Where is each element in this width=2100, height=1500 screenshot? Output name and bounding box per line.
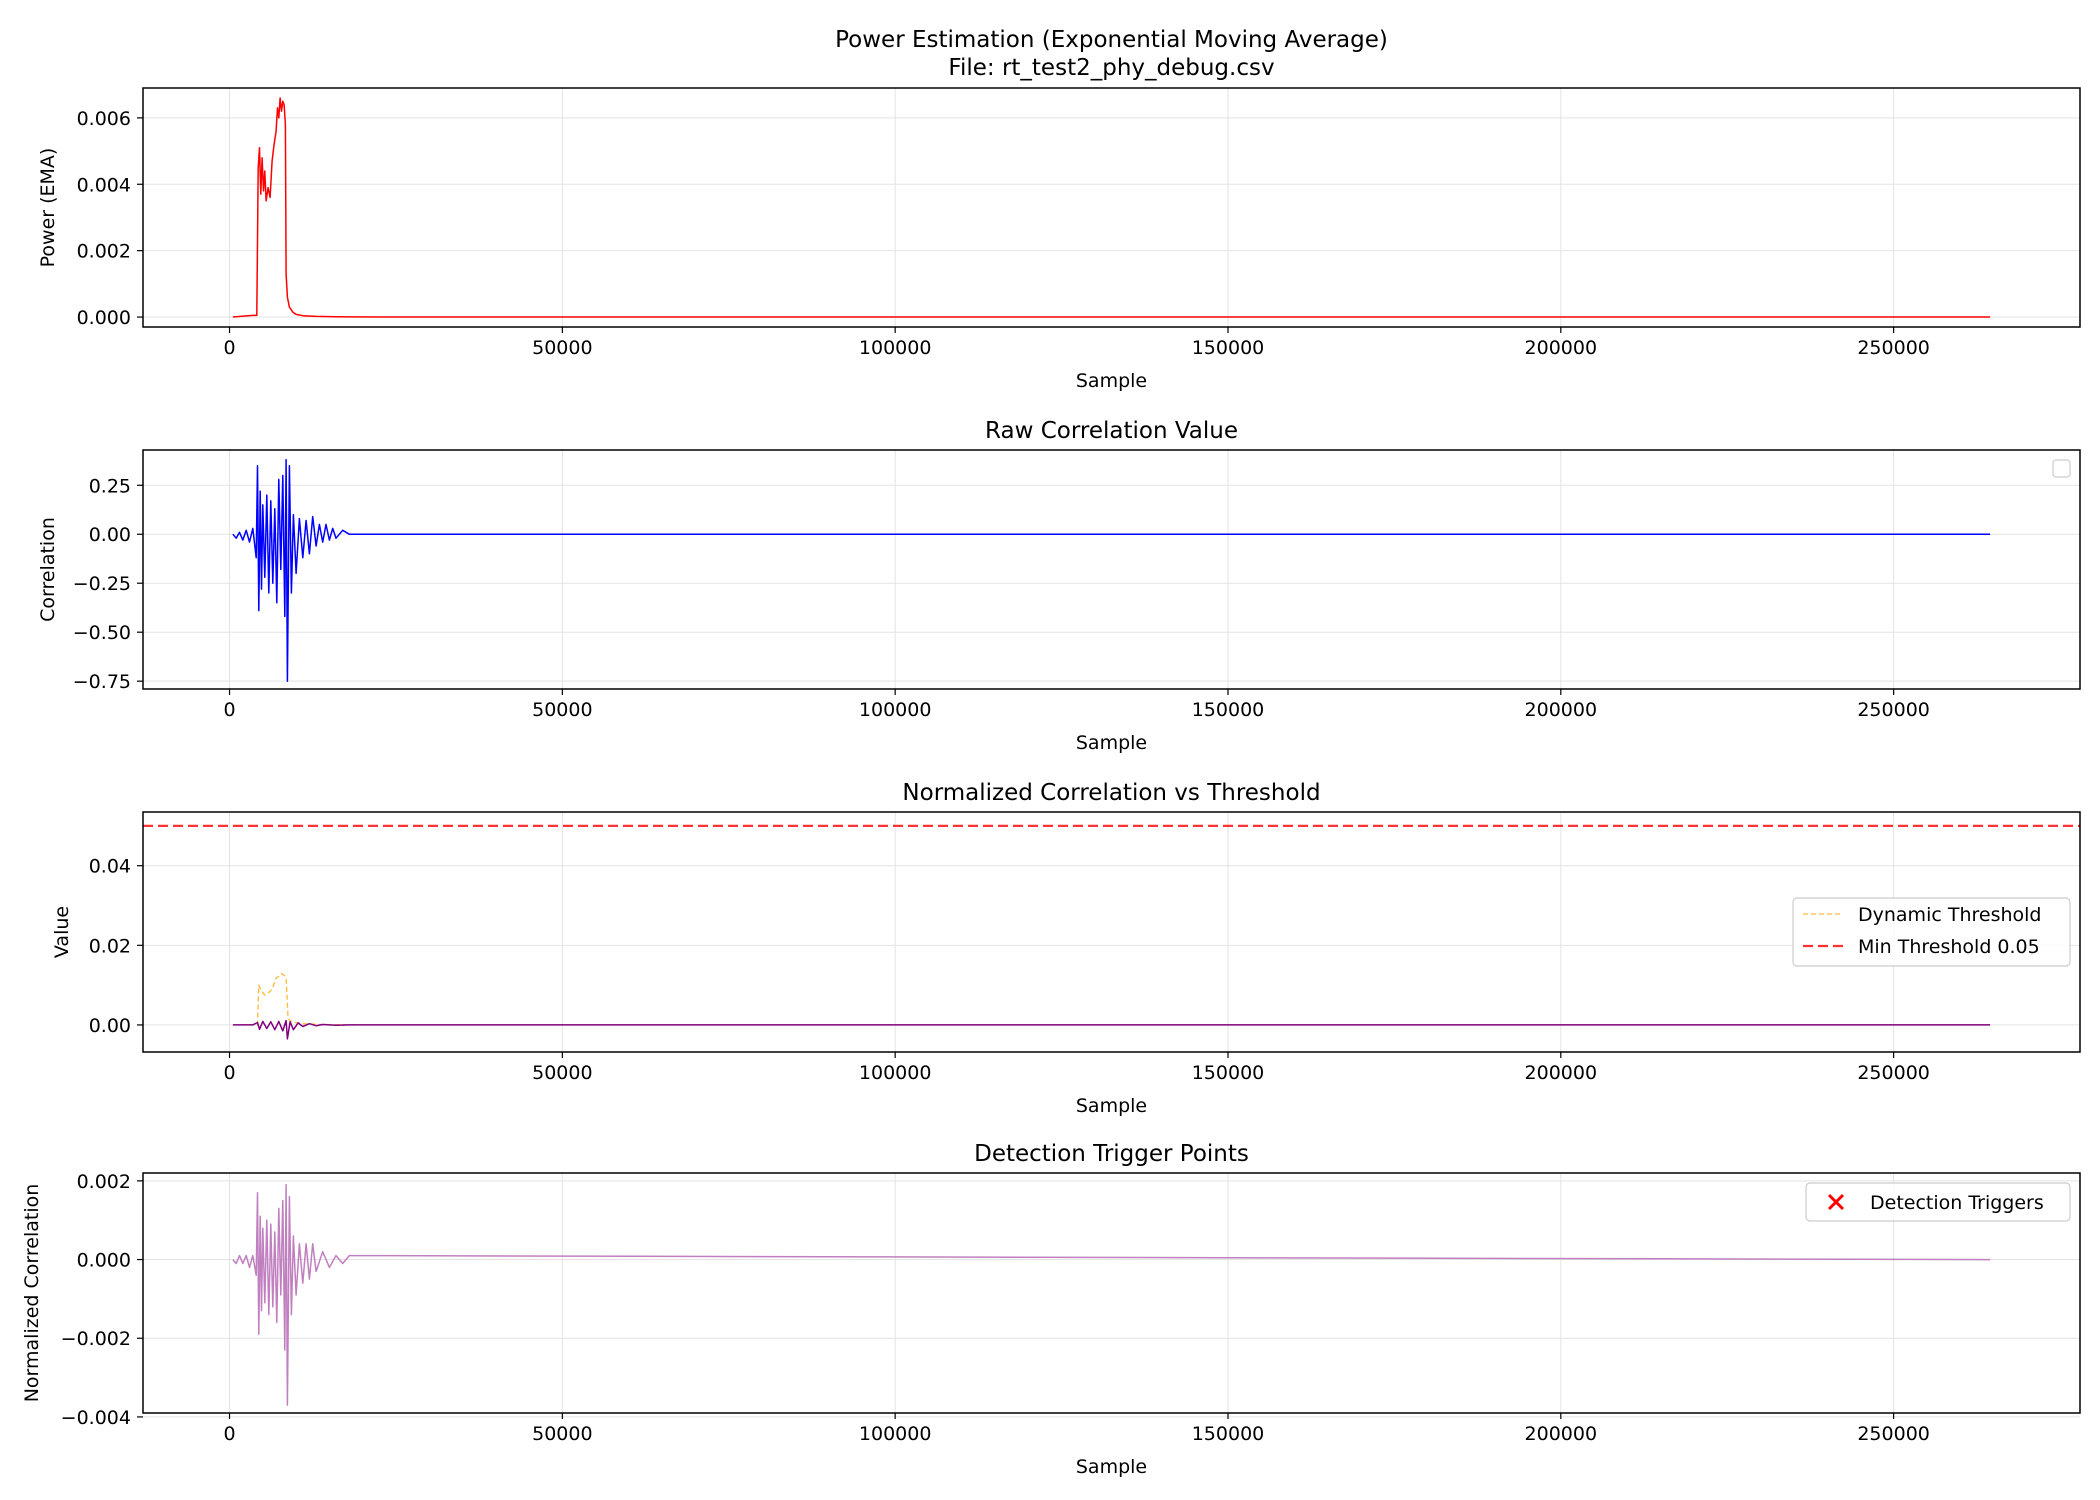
y-tick-label: 0.000 [77,1250,131,1272]
legend: Dynamic Threshold Min Threshold 0.05 [1792,897,2071,967]
series-line-normalized-correlation [232,1184,1991,1406]
x-tick-label: 50000 [532,1423,592,1445]
y-tick-label: 0.006 [77,108,131,130]
x-tick-label: 0 [223,699,235,721]
marker-stroke [1827,1193,1845,1211]
x-tick-label: 100000 [859,1062,932,1084]
chart-title: Raw Correlation Value [985,418,1238,444]
y-axis-label: Normalized Correlation [21,1184,43,1403]
x-tick-label: 200000 [1525,1423,1598,1445]
legend-frame [1805,1182,2071,1222]
y-tick-label: 0.004 [77,174,131,196]
x-tick-label: 200000 [1525,337,1598,359]
x-tick-label: 0 [223,1423,235,1445]
chart-panel-1: 0 50000 100000 150000 200000 250000 0.000 0.002… [37,27,2081,392]
axes-frame [142,811,2081,1053]
x-tick-label: 100000 [859,699,932,721]
axes-frame [142,1172,2081,1414]
y-tick-label: −0.004 [61,1407,131,1429]
y-tick-label: 0.002 [77,241,131,263]
x-tick-label: 0 [223,337,235,359]
y-tick-label: −0.002 [61,1328,131,1350]
y-axis-label: Value [51,906,73,958]
y-tick-label: −0.25 [73,573,131,595]
y-axis-label: Power (EMA) [37,148,59,268]
x-tick-label: 100000 [859,1423,932,1445]
chart-panel-2: 0 50000 100000 150000 200000 250000 −0.75 −0.50… [37,418,2081,754]
series-line-power-ema- [232,97,1991,318]
y-tick-label: −0.75 [73,671,131,693]
legend-label-min-threshold: Min Threshold 0.05 [1858,936,2040,958]
x-tick-label: 200000 [1525,699,1598,721]
x-axis-label: Sample [1076,1456,1147,1478]
y-tick-label: 0.002 [77,1171,131,1193]
x-axis-label: Sample [1076,370,1147,392]
y-tick-label: 0.00 [89,1015,131,1037]
x-tick-label: 50000 [532,1062,592,1084]
legend-label-dynamic-threshold: Dynamic Threshold [1858,904,2041,926]
legend-box-empty [2052,459,2071,478]
chart-panel-3: 0 50000 100000 150000 200000 250000 0.00 0.02 0.… [51,780,2081,1117]
x-tick-label: 100000 [859,337,932,359]
x-tick-label: 150000 [1192,1423,1265,1445]
x-tick-label: 50000 [532,699,592,721]
x-axis-label: Sample [1076,732,1147,754]
x-tick-label: 250000 [1857,337,1930,359]
y-axis-label: Correlation [37,517,59,622]
chart-subtitle: File: rt_test2_phy_debug.csv [948,55,1274,81]
chart-title: Normalized Correlation vs Threshold [902,780,1320,806]
y-tick-label: 0.02 [89,935,131,957]
x-axis-label: Sample [1076,1095,1147,1117]
detection-trigger-marker-icon [1827,1193,1845,1211]
series-line-dynamic-threshold [232,972,1991,1026]
axes-frame [142,87,2081,328]
chart-title: Power Estimation (Exponential Moving Ave… [835,27,1388,53]
x-tick-label: 250000 [1857,1423,1930,1445]
x-tick-label: 200000 [1525,1062,1598,1084]
legend-frame [1792,897,2071,967]
legend-label-detection-triggers: Detection Triggers [1870,1192,2044,1214]
series-line-normalized-correlation [232,1019,1991,1040]
x-tick-label: 150000 [1192,337,1265,359]
x-tick-label: 150000 [1192,1062,1265,1084]
x-tick-label: 250000 [1857,699,1930,721]
y-tick-label: 0.00 [89,524,131,546]
axes-frame [142,449,2081,690]
y-tick-label: −0.50 [73,622,131,644]
y-tick-label: 0.25 [89,475,131,497]
chart-title: Detection Trigger Points [974,1141,1249,1167]
x-tick-label: 50000 [532,337,592,359]
chart-panel-4: 0 50000 100000 150000 200000 250000 −0.004 −0.0… [21,1141,2081,1478]
legend: Detection Triggers [1805,1182,2071,1222]
y-tick-label: 0.04 [89,856,131,878]
series-line-raw-correlation [232,459,1991,682]
x-tick-label: 0 [223,1062,235,1084]
x-tick-label: 250000 [1857,1062,1930,1084]
y-tick-label: 0.000 [77,307,131,329]
x-tick-label: 150000 [1192,699,1265,721]
plots-container: 0 50000 100000 150000 200000 2500000.0000.002… [21,27,2081,1478]
